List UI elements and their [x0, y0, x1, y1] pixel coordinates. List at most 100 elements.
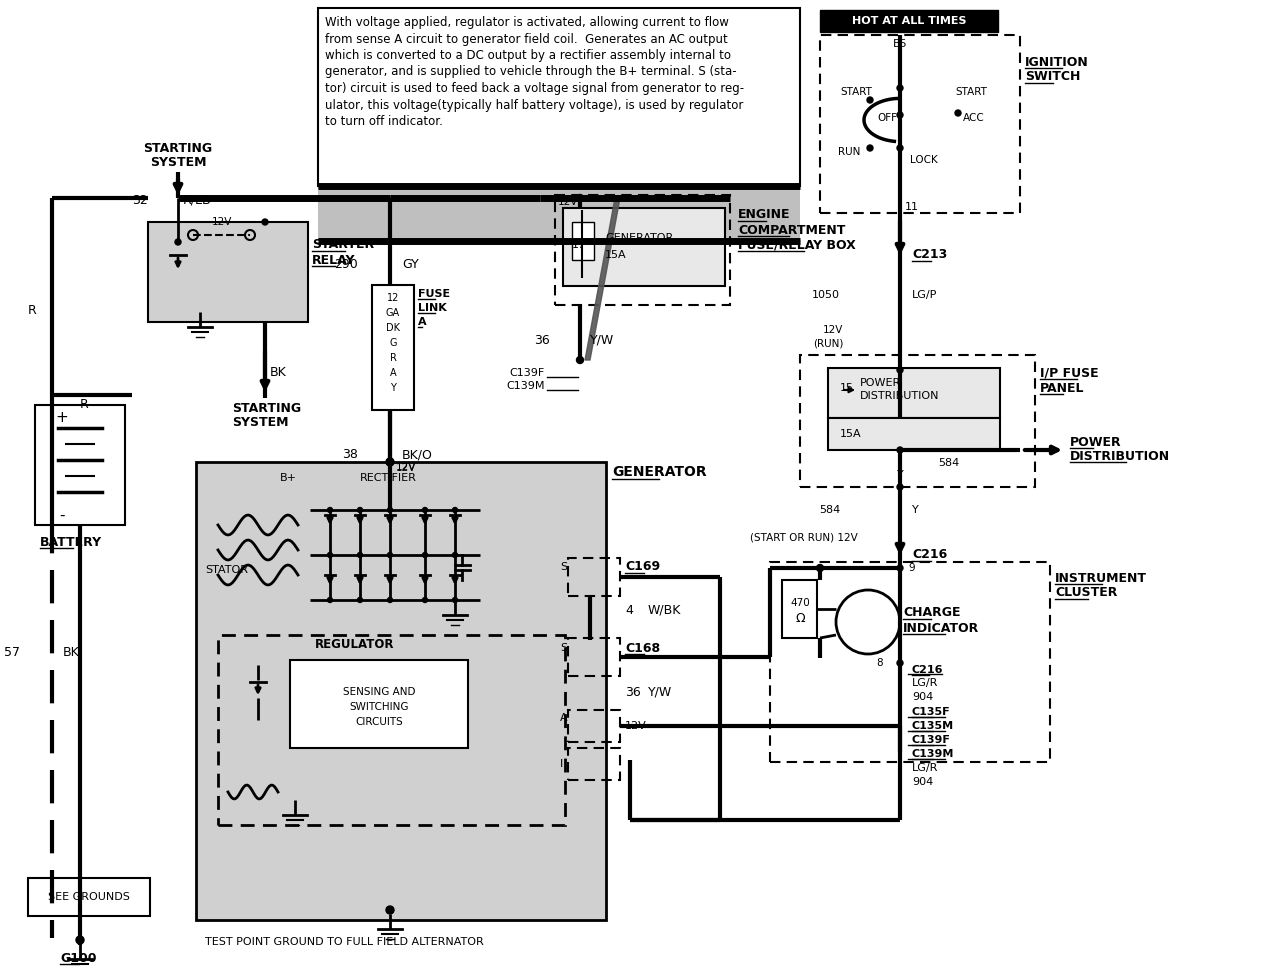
- Text: C139F: C139F: [509, 368, 545, 378]
- Circle shape: [357, 552, 362, 558]
- Circle shape: [328, 598, 333, 602]
- Text: BK: BK: [63, 646, 79, 659]
- Circle shape: [576, 357, 584, 364]
- Text: LG/R: LG/R: [911, 678, 938, 688]
- Text: LINK: LINK: [419, 303, 447, 313]
- Text: POWER: POWER: [860, 378, 901, 388]
- Text: 36: 36: [534, 334, 550, 346]
- Text: 12V: 12V: [212, 217, 233, 227]
- Text: W/BK: W/BK: [648, 603, 681, 617]
- Text: SWITCH: SWITCH: [1025, 71, 1080, 83]
- Text: SWITCHING: SWITCHING: [349, 702, 408, 712]
- Text: 4: 4: [625, 603, 632, 617]
- Text: 904: 904: [911, 777, 933, 787]
- Text: I: I: [561, 759, 563, 769]
- Bar: [317, 8, 800, 186]
- Text: 12V: 12V: [823, 325, 844, 335]
- Text: COMPARTMENT: COMPARTMENT: [739, 223, 845, 237]
- Text: 12V: 12V: [625, 721, 646, 731]
- Circle shape: [422, 508, 428, 513]
- Text: DISTRIBUTION: DISTRIBUTION: [1070, 450, 1170, 462]
- Circle shape: [897, 367, 902, 373]
- Bar: [563, 208, 724, 286]
- Text: C135F: C135F: [911, 707, 951, 717]
- Bar: [291, 660, 468, 748]
- Circle shape: [388, 598, 393, 602]
- Text: STARTING: STARTING: [232, 401, 301, 415]
- Text: START: START: [840, 87, 872, 97]
- Circle shape: [262, 219, 268, 225]
- Text: C139M: C139M: [507, 381, 545, 391]
- Circle shape: [817, 565, 823, 571]
- Text: 17: 17: [572, 240, 586, 250]
- Text: CIRCUITS: CIRCUITS: [355, 717, 403, 727]
- Text: IGNITION: IGNITION: [1025, 55, 1089, 69]
- Text: 1050: 1050: [812, 290, 840, 300]
- Text: S: S: [561, 562, 567, 572]
- Text: RELAY: RELAY: [312, 253, 356, 267]
- Text: C135M: C135M: [911, 721, 954, 731]
- Text: INDICATOR: INDICATOR: [902, 622, 979, 634]
- Text: R/LB: R/LB: [183, 193, 211, 207]
- Circle shape: [867, 97, 873, 103]
- Text: Y/W: Y/W: [590, 334, 614, 346]
- Text: BATTERY: BATTERY: [40, 536, 102, 548]
- Bar: [568, 558, 620, 596]
- Bar: [820, 10, 998, 32]
- Text: ACC: ACC: [963, 113, 984, 123]
- Text: SENSING AND: SENSING AND: [343, 687, 415, 697]
- Circle shape: [388, 508, 393, 513]
- Text: R: R: [389, 353, 397, 363]
- Text: C139M: C139M: [911, 749, 955, 759]
- Circle shape: [175, 239, 180, 245]
- Text: R: R: [28, 304, 37, 316]
- Circle shape: [357, 508, 362, 513]
- Circle shape: [357, 598, 362, 602]
- Text: A: A: [561, 713, 567, 723]
- Circle shape: [897, 565, 902, 571]
- Text: RUN: RUN: [838, 147, 860, 157]
- Text: 470: 470: [790, 598, 810, 608]
- Text: C168: C168: [625, 641, 660, 655]
- Text: FUSE/RELAY BOX: FUSE/RELAY BOX: [739, 239, 856, 251]
- Text: 36: 36: [625, 686, 641, 698]
- Text: GENERATOR: GENERATOR: [612, 465, 707, 479]
- Bar: [820, 35, 1020, 213]
- Text: PANEL: PANEL: [1039, 382, 1084, 395]
- Circle shape: [955, 110, 961, 116]
- Text: INSTRUMENT: INSTRUMENT: [1055, 571, 1147, 584]
- Text: 12V: 12V: [558, 197, 579, 207]
- Text: FUSE: FUSE: [419, 289, 451, 299]
- Text: LG/R: LG/R: [911, 763, 938, 773]
- Text: CHARGE: CHARGE: [902, 606, 960, 620]
- Text: GY: GY: [402, 258, 419, 272]
- Text: Y: Y: [390, 383, 396, 393]
- Text: S: S: [561, 643, 567, 653]
- Bar: [317, 186, 800, 241]
- Bar: [218, 635, 564, 825]
- Text: C216: C216: [911, 665, 943, 675]
- Text: STARTING: STARTING: [143, 141, 212, 155]
- Text: R: R: [79, 398, 88, 412]
- Circle shape: [328, 552, 333, 558]
- Text: C169: C169: [625, 561, 660, 573]
- Circle shape: [422, 552, 428, 558]
- Text: Ω: Ω: [795, 611, 805, 625]
- Text: 12V: 12V: [396, 463, 416, 473]
- Text: LOCK: LOCK: [910, 155, 938, 165]
- Text: CLUSTER: CLUSTER: [1055, 587, 1117, 600]
- Circle shape: [76, 936, 84, 944]
- Text: C216: C216: [911, 548, 947, 562]
- Text: B5: B5: [892, 39, 908, 49]
- Text: STARTER: STARTER: [312, 239, 374, 251]
- Circle shape: [897, 660, 902, 666]
- Text: -: -: [59, 508, 65, 522]
- Bar: [568, 710, 620, 742]
- Circle shape: [897, 145, 902, 151]
- Bar: [196, 462, 605, 920]
- Text: 32: 32: [132, 193, 148, 207]
- Bar: [800, 355, 1036, 487]
- Text: DK: DK: [387, 323, 399, 333]
- Text: 38: 38: [342, 449, 358, 461]
- Circle shape: [897, 447, 902, 453]
